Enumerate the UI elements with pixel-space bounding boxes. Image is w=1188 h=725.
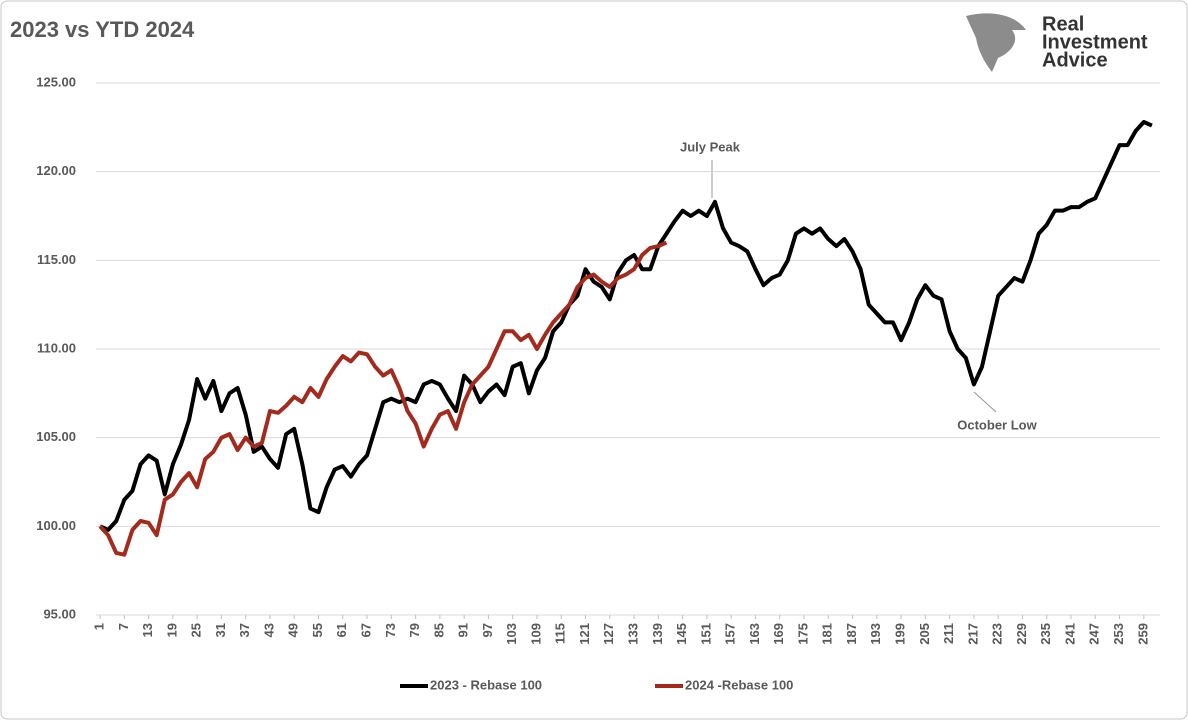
y-tick-label: 125.00 (36, 74, 76, 89)
x-tick-label: 67 (358, 623, 373, 637)
x-tick-label: 1 (91, 623, 106, 630)
x-tick-label: 151 (698, 623, 713, 645)
x-tick-label: 175 (795, 623, 810, 645)
x-tick-label: 157 (723, 623, 738, 645)
x-tick-label: 79 (407, 623, 422, 637)
x-tick-label: 169 (771, 623, 786, 645)
x-tick-label: 97 (480, 623, 495, 637)
x-tick-label: 73 (383, 623, 398, 637)
y-tick-label: 110.00 (37, 340, 76, 355)
legend-label: 2024 -Rebase 100 (685, 677, 793, 692)
x-tick-label: 37 (237, 623, 252, 637)
logo: Real Investment Advice (966, 13, 1148, 72)
x-tick-label: 139 (650, 623, 665, 645)
x-tick-label: 49 (286, 623, 301, 637)
x-tick-label: 193 (868, 623, 883, 645)
legend-label: 2023 - Rebase 100 (430, 677, 542, 692)
logo-text: Advice (1042, 49, 1108, 71)
x-tick-label: 163 (747, 623, 762, 645)
x-tick-label: 85 (431, 623, 446, 637)
x-tick-label: 205 (917, 623, 932, 645)
x-tick-label: 247 (1087, 623, 1102, 645)
x-tick-label: 103 (504, 623, 519, 645)
x-tick-label: 121 (577, 623, 592, 645)
x-tick-label: 199 (893, 623, 908, 645)
x-tick-label: 43 (261, 623, 276, 637)
series-line (98, 240, 668, 557)
x-tick-label: 19 (164, 623, 179, 637)
x-tick-label: 55 (310, 623, 325, 637)
series-line (99, 120, 1153, 532)
x-tick-label: 241 (1062, 623, 1077, 645)
x-tick-label: 61 (334, 623, 349, 637)
x-tick-label: 211 (941, 623, 956, 644)
x-tick-label: 229 (1014, 623, 1029, 645)
x-tick-label: 145 (674, 623, 689, 645)
x-tick-label: 127 (601, 623, 616, 645)
x-tick-label: 217 (965, 623, 980, 645)
logo-eagle (966, 13, 1026, 72)
logo-text: Real (1042, 13, 1084, 35)
x-tick-label: 187 (844, 623, 859, 645)
chart-title: 2023 vs YTD 2024 (10, 17, 195, 42)
y-tick-label: 100.00 (36, 518, 76, 533)
x-tick-label: 259 (1135, 623, 1150, 645)
y-tick-label: 120.00 (36, 163, 76, 178)
annotation-pointer (973, 391, 997, 413)
logo-text: Investment (1042, 31, 1148, 53)
x-tick-label: 133 (626, 623, 641, 645)
x-tick-label: 235 (1038, 623, 1053, 645)
x-tick-label: 253 (1111, 623, 1126, 645)
y-tick-label: 105.00 (36, 429, 76, 444)
x-tick-label: 115 (553, 623, 568, 644)
x-tick-label: 181 (820, 623, 835, 645)
x-tick-label: 91 (456, 623, 471, 637)
x-tick-label: 13 (140, 623, 155, 637)
x-tick-label: 31 (213, 623, 228, 637)
y-tick-label: 95.00 (43, 606, 76, 621)
x-tick-label: 7 (116, 623, 131, 630)
annotation: October Low (957, 417, 1037, 432)
x-tick-label: 25 (189, 623, 204, 637)
x-tick-label: 109 (528, 623, 543, 645)
x-tick-label: 223 (990, 623, 1005, 645)
annotation: July Peak (680, 139, 741, 154)
y-tick-label: 115.00 (37, 252, 76, 267)
